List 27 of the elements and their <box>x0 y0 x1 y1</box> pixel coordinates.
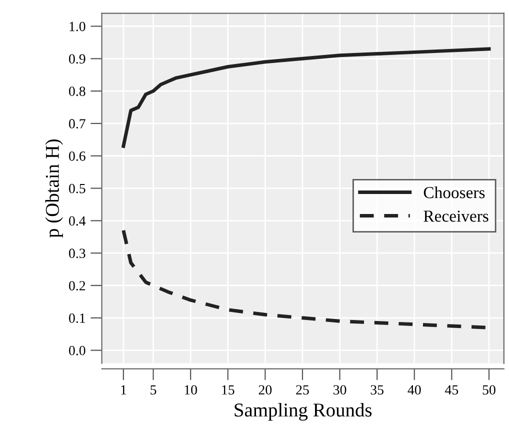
x-tick-label: 25 <box>296 385 309 395</box>
x-axis-title: Sampling Rounds <box>234 402 372 421</box>
x-tick-label: 35 <box>370 385 384 395</box>
x-tick-label: 40 <box>408 385 421 395</box>
y-tick-label: 0.9 <box>68 54 86 64</box>
x-tick-label: 10 <box>184 385 197 395</box>
y-tick-label: 0.4 <box>68 216 86 226</box>
legend-label: Choosers <box>424 186 485 198</box>
y-tick-label: 0.7 <box>68 119 86 128</box>
y-tick-label: 0.2 <box>68 281 86 291</box>
x-tick-label: 20 <box>258 385 272 395</box>
y-tick-label: 0.3 <box>68 248 86 258</box>
y-tick-label: 0.8 <box>68 86 86 96</box>
x-tick-label: 1 <box>121 385 126 394</box>
line-series <box>122 47 491 148</box>
y-tick-label: 0.0 <box>68 346 86 356</box>
x-tick-label: 50 <box>482 385 496 395</box>
x-tick-label: 30 <box>334 385 346 395</box>
y-tick-label: 0.5 <box>68 184 86 194</box>
y-axis-title: p (Obtain H) <box>45 139 63 238</box>
x-tick-label: 45 <box>445 385 458 395</box>
x-tick-label: 5 <box>150 385 156 395</box>
y-tick-label: 1.0 <box>70 22 86 32</box>
y-tick-label: 0.6 <box>68 151 86 161</box>
x-tick-label: 15 <box>222 385 234 395</box>
y-tick-label: 0.1 <box>68 313 85 323</box>
legend-label: Receivers <box>424 210 488 222</box>
